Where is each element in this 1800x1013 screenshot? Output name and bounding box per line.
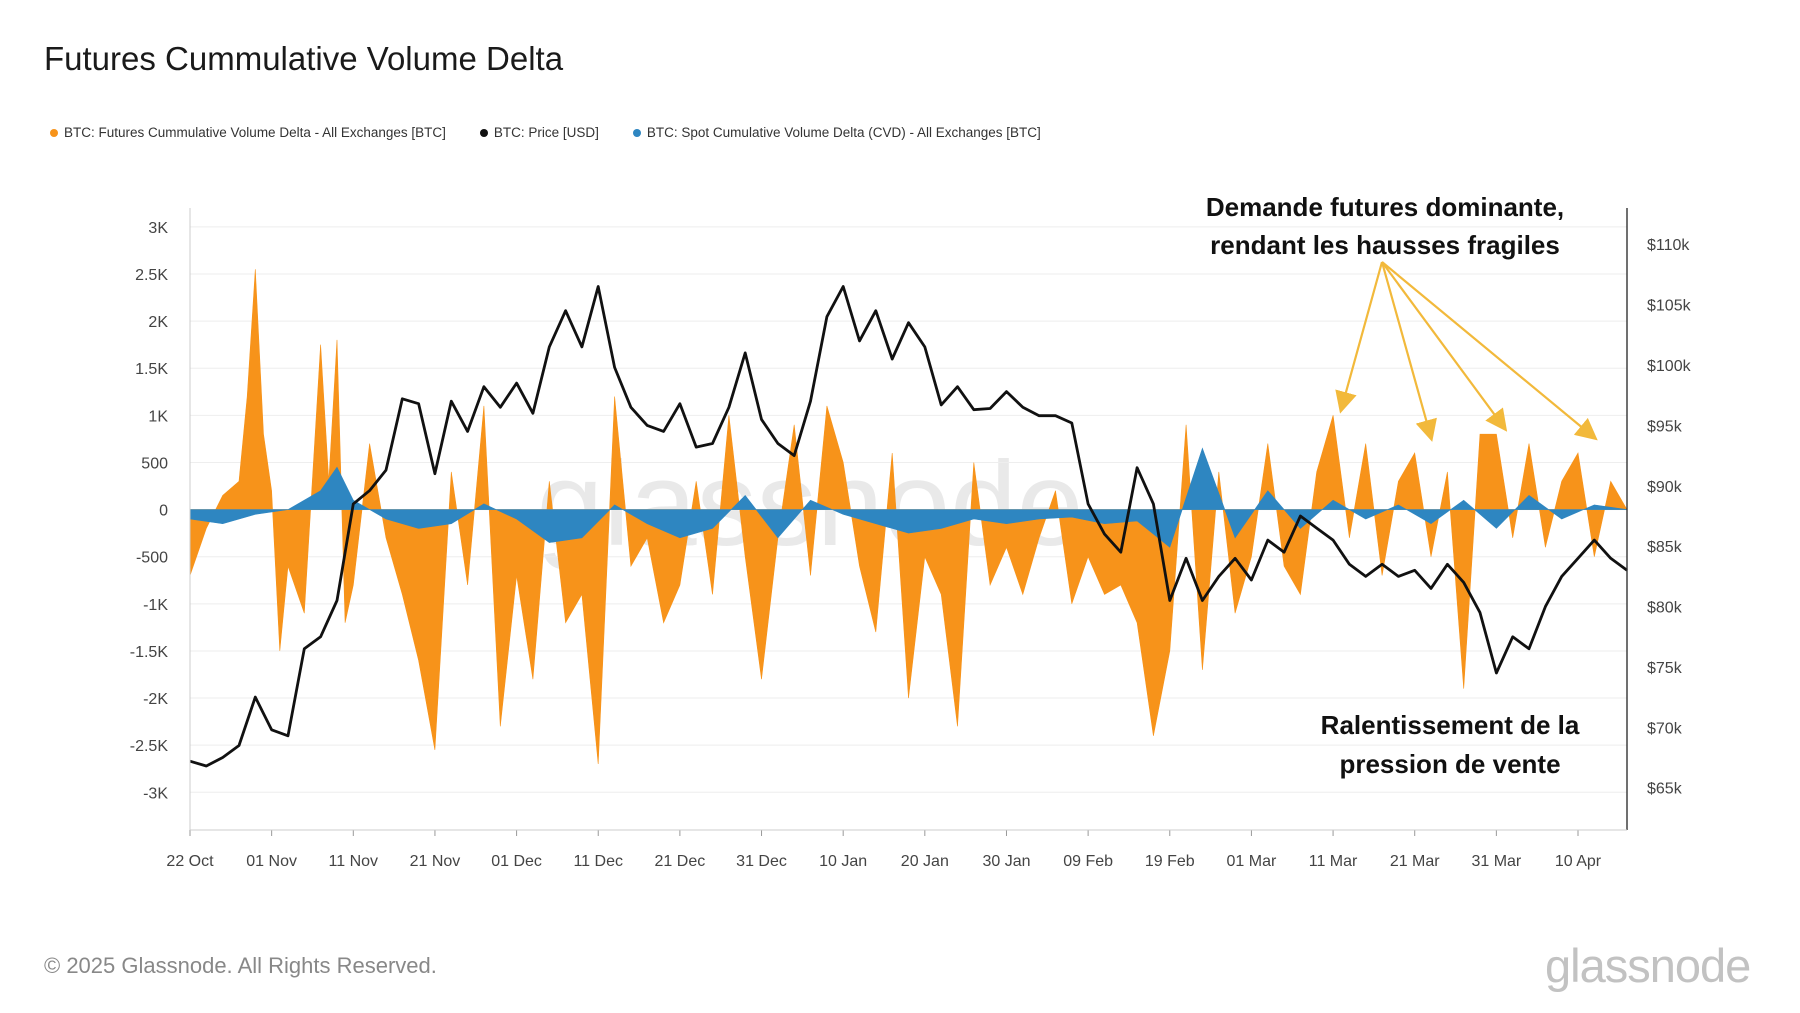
annotation-selling-line2: pression de vente xyxy=(1339,749,1560,779)
y-left-tick-label: -500 xyxy=(136,550,168,567)
legend-item-price[interactable]: BTC: Price [USD] xyxy=(479,125,599,140)
x-tick-label: 10 Apr xyxy=(1555,853,1602,870)
y-axis-right: $110k $105k $100k $95k $90k $85k $80k $75k $70k $… xyxy=(1647,237,1692,797)
x-tick-label: 20 Jan xyxy=(901,853,949,870)
x-tick-label: 21 Dec xyxy=(655,853,706,870)
legend-swatch-black xyxy=(479,128,488,137)
legend-swatch-orange xyxy=(50,128,58,137)
annotation-arrows xyxy=(1335,261,1598,442)
chart-legend: BTC: Futures Cummulative Volume Delta - … xyxy=(50,125,1041,140)
x-tick-label: 21 Mar xyxy=(1390,853,1440,870)
annotation-arrow xyxy=(1335,261,1384,414)
y-left-tick-label: -1.5K xyxy=(130,644,169,661)
y-right-tick-label: $80k xyxy=(1647,600,1683,617)
series-spot-cvd xyxy=(189,447,1628,548)
chart-title: Futures Cummulative Volume Delta xyxy=(44,40,564,77)
x-tick-label: 11 Nov xyxy=(329,853,379,870)
y-left-tick-label: 500 xyxy=(141,455,168,472)
x-tick-label: 30 Jan xyxy=(982,853,1030,870)
copyright-text: © 2025 Glassnode. All Rights Reserved. xyxy=(44,953,437,978)
y-right-tick-label: $75k xyxy=(1647,660,1683,677)
y-left-tick-label: 1K xyxy=(148,408,168,425)
x-tick-label: 11 Mar xyxy=(1309,853,1358,870)
y-right-tick-label: $105k xyxy=(1647,298,1692,315)
x-tick-label: 01 Dec xyxy=(491,853,542,870)
legend-item-spot-cvd[interactable]: BTC: Spot Cumulative Volume Delta (CVD) … xyxy=(632,125,1041,140)
y-right-tick-label: $110k xyxy=(1647,237,1690,254)
legend-label: BTC: Spot Cumulative Volume Delta (CVD) … xyxy=(646,125,1041,140)
x-axis: 22 Oct 01 Nov 11 Nov 21 Nov 01 Dec 11 Dec 21 D… xyxy=(166,830,1602,870)
x-tick-label: 31 Dec xyxy=(736,853,787,870)
x-tick-label: 22 Oct xyxy=(166,853,214,870)
annotation-futures-line1: Demande futures dominante, xyxy=(1206,192,1564,222)
x-tick-label: 10 Jan xyxy=(819,853,867,870)
legend-item-futures-cvd[interactable]: BTC: Futures Cummulative Volume Delta - … xyxy=(50,125,446,140)
series-price xyxy=(189,285,1628,768)
x-tick-label: 11 Dec xyxy=(573,853,623,870)
x-tick-label: 01 Mar xyxy=(1227,853,1277,870)
y-left-tick-label: 0 xyxy=(159,503,168,520)
glassnode-logo: glassnode xyxy=(1545,939,1751,992)
plot-area xyxy=(189,269,1628,765)
x-tick-label: 21 Nov xyxy=(410,853,461,870)
legend-swatch-blue xyxy=(632,128,641,137)
y-right-tick-label: $90k xyxy=(1647,479,1683,496)
x-tick-label: 09 Feb xyxy=(1063,853,1113,870)
axis-lines xyxy=(189,208,1628,831)
annotation-arrow xyxy=(1381,261,1598,441)
x-tick-label: 19 Feb xyxy=(1145,853,1195,870)
annotation-futures-line2: rendant les hausses fragiles xyxy=(1210,230,1560,260)
y-left-tick-label: -3K xyxy=(143,785,168,802)
x-tick-label: 31 Mar xyxy=(1471,853,1521,870)
y-axis-left: 3K 2.5K 2K 1.5K 1K 500 0 -500 -1K -1.5K -2K -2.5K -3… xyxy=(130,220,169,802)
y-left-tick-label: -1K xyxy=(143,597,168,614)
y-right-tick-label: $70k xyxy=(1647,720,1683,737)
y-right-tick-label: $95k xyxy=(1647,418,1683,435)
x-tick-label: 01 Nov xyxy=(246,853,297,870)
y-right-tick-label: $65k xyxy=(1647,781,1683,798)
y-left-tick-label: 3K xyxy=(148,220,168,237)
chart-canvas: glassnode 3K2.5K2K1.5K1K5000-500-1K-1.5K… xyxy=(130,192,1692,870)
y-left-tick-label: -2K xyxy=(143,691,168,708)
annotation-selling-line1: Ralentissement de la xyxy=(1321,710,1580,740)
y-left-tick-label: -2.5K xyxy=(130,738,169,755)
legend-label: BTC: Price [USD] xyxy=(493,125,599,140)
y-left-tick-label: 2.5K xyxy=(135,267,168,284)
annotation-arrow xyxy=(1380,261,1437,442)
y-left-tick-label: 2K xyxy=(148,314,168,331)
y-left-tick-label: 1.5K xyxy=(135,361,168,378)
legend-label: BTC: Futures Cummulative Volume Delta - … xyxy=(64,125,446,140)
y-right-tick-label: $100k xyxy=(1647,358,1692,375)
gridlines xyxy=(190,226,1627,793)
y-right-tick-label: $85k xyxy=(1647,539,1683,556)
annotation-arrow xyxy=(1381,261,1508,432)
